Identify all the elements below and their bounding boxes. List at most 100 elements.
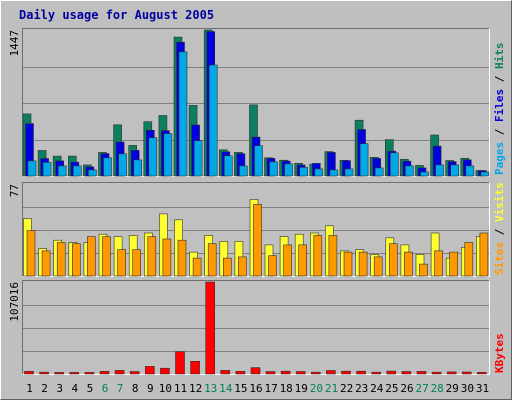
x-tick-label: 21 (325, 382, 338, 395)
bar-pages (359, 143, 369, 177)
y-max-label: 107016 (8, 282, 21, 322)
bar-pages (224, 155, 233, 177)
bar-sites (419, 263, 428, 277)
bar-sites (434, 250, 443, 277)
bar-pages (420, 171, 429, 177)
chart-title: Daily usage for August 2005 (19, 8, 214, 22)
bar-pages (314, 168, 324, 177)
bar-pages (88, 169, 97, 177)
x-tick-label: 9 (147, 382, 154, 395)
bar-kbytes (310, 371, 321, 375)
bar-kbytes (446, 371, 457, 375)
bar-kbytes (69, 372, 80, 375)
bar-kbytes (114, 370, 125, 375)
bar-pages (389, 152, 399, 177)
panel-bevel-dark (22, 280, 490, 375)
bar-sites (238, 256, 247, 277)
x-tick-label: 30 (461, 382, 474, 395)
panel-bevel-dark (22, 28, 490, 177)
x-tick-label: 6 (102, 382, 109, 395)
bar-kbytes (84, 372, 95, 375)
x-tick-label: 12 (189, 382, 202, 395)
legend: KBytes (493, 333, 506, 373)
x-tick-label: 4 (71, 382, 78, 395)
bar-kbytes (220, 370, 231, 375)
x-tick-label: 7 (117, 382, 124, 395)
bar-sites (223, 257, 232, 277)
panel-visits: 77 Sites / Visits (8, 182, 506, 277)
bar-kbytes (326, 370, 336, 375)
panel-bevel-light (22, 28, 490, 177)
legend-item-sites: Sites (493, 242, 506, 275)
bar-pages (284, 163, 293, 177)
bar-pages (450, 164, 460, 177)
x-tick-label: 16 (249, 382, 262, 395)
legend-item-visits: Visits (493, 182, 506, 222)
legend-item-kbytes: KBytes (493, 333, 506, 373)
bar-pages (103, 157, 112, 177)
bar-pages (178, 51, 188, 177)
bar-sites (268, 255, 277, 277)
bar-kbytes (99, 370, 110, 375)
panel-bevel-dark (22, 182, 490, 277)
bar-pages (57, 165, 67, 177)
bar-sites (328, 235, 338, 277)
x-tick-label: 14 (219, 382, 233, 395)
bar-kbytes (477, 371, 487, 375)
bar-pages (27, 160, 37, 177)
bar-pages (73, 165, 82, 177)
bar-sites (56, 242, 66, 277)
bar-pages (163, 133, 173, 177)
x-tick-label: 23 (355, 382, 368, 395)
bar-kbytes (280, 370, 291, 375)
bar-sites (283, 244, 292, 277)
bar-pages (133, 159, 142, 177)
x-tick-label: 24 (370, 382, 384, 395)
bar-pages (42, 162, 52, 177)
series-sites (26, 204, 489, 277)
bar-sites (72, 243, 81, 277)
series-kbytes (24, 281, 487, 375)
legend-separator: / (493, 222, 506, 242)
x-tick-label: 3 (56, 382, 63, 395)
bar-pages (329, 169, 339, 177)
bar-kbytes (431, 371, 442, 375)
bar-kbytes (416, 371, 427, 375)
bar-sites (373, 256, 383, 277)
y-max-label: 77 (8, 184, 21, 197)
x-tick-label: 17 (264, 382, 277, 395)
bar-kbytes (160, 367, 170, 375)
bar-sites (298, 244, 308, 277)
bar-kbytes (235, 370, 246, 375)
bar-sites (464, 242, 474, 277)
bar-sites (253, 204, 262, 277)
x-tick-label: 22 (340, 382, 353, 395)
bar-sites (132, 249, 141, 277)
x-tick-label: 5 (87, 382, 94, 395)
bar-sites (479, 232, 489, 277)
x-tick-label: 18 (280, 382, 293, 395)
bar-kbytes (295, 371, 306, 375)
x-tick-label: 15 (234, 382, 247, 395)
bar-sites (207, 243, 217, 277)
bar-kbytes (54, 372, 65, 375)
bar-kbytes (341, 370, 351, 375)
panel-background (22, 280, 490, 375)
bar-kbytes (356, 370, 366, 375)
legend-separator: / (493, 69, 506, 89)
legend: Pages / Files / Hits (493, 43, 506, 176)
bar-sites (192, 257, 202, 277)
x-tick-label: 20 (310, 382, 323, 395)
bar-sites (343, 251, 353, 277)
bar-pages (299, 167, 309, 177)
legend-separator: / (493, 122, 506, 142)
bar-pages (148, 137, 158, 177)
bar-kbytes (190, 360, 200, 375)
bar-kbytes (265, 371, 276, 375)
bar-kbytes (175, 351, 185, 375)
x-tick-label: 2 (41, 382, 48, 395)
bar-pages (465, 165, 475, 177)
x-tick-label: 10 (159, 382, 172, 395)
